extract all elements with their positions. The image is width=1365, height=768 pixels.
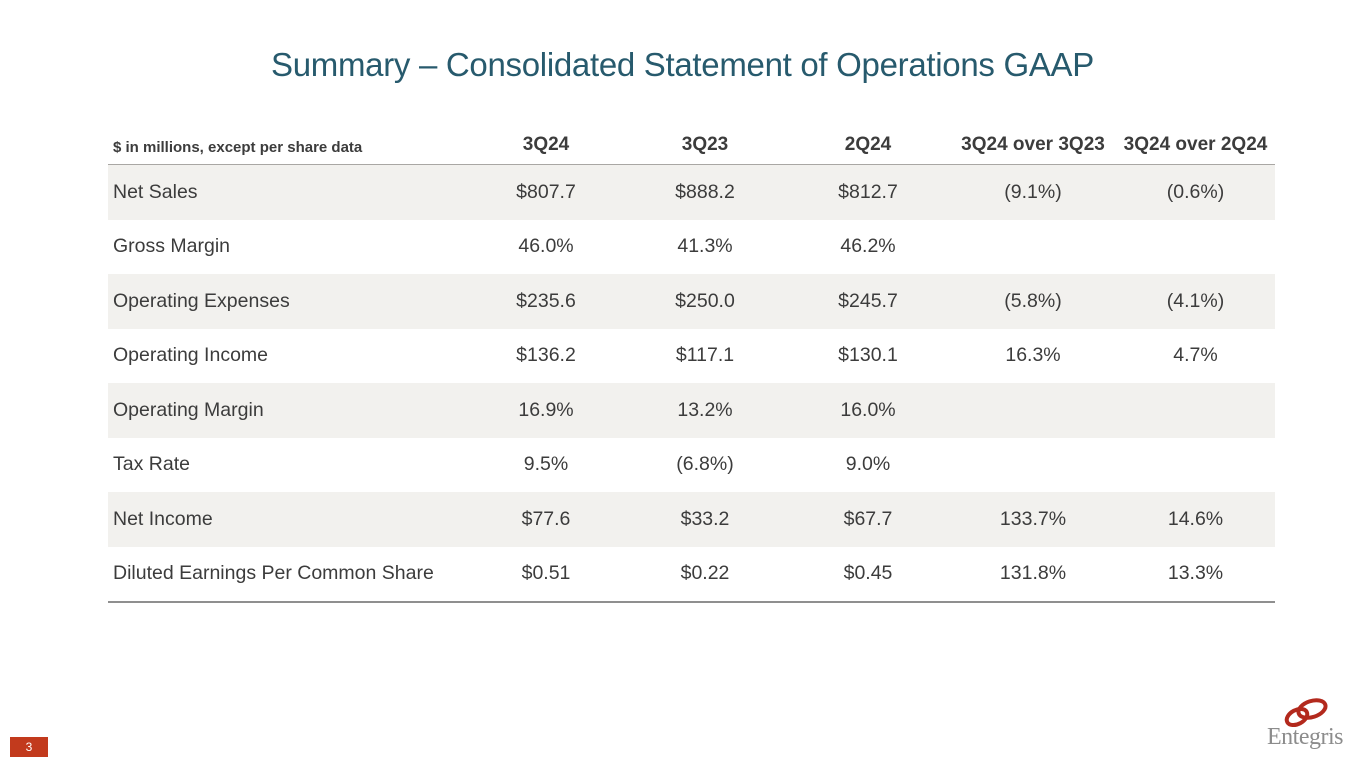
table-cell: (6.8%): [676, 453, 734, 476]
table-cell: [1116, 383, 1275, 438]
page-title: Summary – Consolidated Statement of Oper…: [271, 46, 1094, 83]
row-label: Operating Income: [113, 344, 269, 367]
financials-table: $ in millions, except per share data 3Q2…: [108, 134, 1275, 603]
row-label: Diluted Earnings Per Common Share: [108, 546, 468, 603]
table-header-row: $ in millions, except per share data 3Q2…: [108, 134, 1275, 165]
table-cell: [950, 220, 1116, 275]
table-cell: (9.1%): [950, 164, 1116, 220]
table-cell: [1116, 220, 1275, 275]
table-header-2q24: 2Q24: [786, 134, 950, 165]
table-row: Operating Income $136.2 $117.1 $130.1 16…: [108, 329, 1275, 384]
table-cell: $136.2: [516, 344, 576, 367]
table-cell: 4.7%: [1173, 344, 1218, 367]
row-label: Operating Margin: [108, 383, 468, 438]
table-cell: $235.6: [468, 274, 624, 329]
table-row: Operating Expenses $235.6 $250.0 $245.7 …: [108, 274, 1275, 329]
table-row: Tax Rate 9.5% (6.8%) 9.0%: [108, 438, 1275, 493]
row-label: Gross Margin: [113, 235, 231, 258]
table-row: Net Income $77.6 $33.2 $67.7 133.7% 14.6…: [108, 492, 1275, 547]
table-cell: $130.1: [838, 344, 898, 367]
table-cell: $117.1: [675, 344, 735, 367]
table-cell: $250.0: [624, 274, 786, 329]
table-row: Net Sales $807.7 $888.2 $812.7 (9.1%) (0…: [108, 164, 1275, 220]
table-cell: (5.8%): [950, 274, 1116, 329]
table-cell: 41.3%: [677, 235, 733, 258]
table-row: Operating Margin 16.9% 13.2% 16.0%: [108, 383, 1275, 438]
table-cell: (4.1%): [1116, 274, 1275, 329]
table-cell: $245.7: [786, 274, 950, 329]
entegris-logo: Entegris: [1260, 697, 1350, 751]
table-header-units-note: $ in millions, except per share data: [108, 134, 468, 165]
table-cell: 16.9%: [468, 383, 624, 438]
table-cell: 133.7%: [950, 492, 1116, 547]
table-cell: $0.22: [624, 546, 786, 603]
table-cell: [1116, 438, 1275, 493]
row-label: Net Income: [108, 492, 468, 547]
table-cell: 131.8%: [950, 546, 1116, 603]
table-cell: (0.6%): [1116, 164, 1275, 220]
table-row: Diluted Earnings Per Common Share $0.51 …: [108, 546, 1275, 603]
table-cell: 14.6%: [1116, 492, 1275, 547]
table-cell: [950, 383, 1116, 438]
table-cell: 16.0%: [786, 383, 950, 438]
row-label: Net Sales: [108, 164, 468, 220]
page-number-badge: 3: [10, 737, 48, 757]
table-cell: 9.0%: [845, 453, 891, 476]
table-header-3q24-over-2q24: 3Q24 over 2Q24: [1116, 134, 1275, 165]
table-row: Gross Margin 46.0% 41.3% 46.2%: [108, 220, 1275, 275]
table-cell: $33.2: [624, 492, 786, 547]
table-cell: $888.2: [624, 164, 786, 220]
table-cell: 13.3%: [1116, 546, 1275, 603]
table-cell: 16.3%: [1005, 344, 1061, 367]
table-cell: 46.0%: [518, 235, 574, 258]
table-cell: $67.7: [786, 492, 950, 547]
entegris-rings-icon: [1284, 698, 1328, 728]
table-cell: 13.2%: [624, 383, 786, 438]
table-cell: $77.6: [468, 492, 624, 547]
table-cell: [950, 438, 1116, 493]
table-cell: $807.7: [468, 164, 624, 220]
table-cell: $0.45: [786, 546, 950, 603]
table-cell: 46.2%: [840, 235, 896, 258]
row-label: Tax Rate: [113, 453, 190, 476]
logo-wordmark: Entegris: [1267, 724, 1343, 750]
table-header-3q23: 3Q23: [624, 134, 786, 165]
table-header-3q24: 3Q24: [468, 134, 624, 165]
row-label: Operating Expenses: [108, 274, 468, 329]
table-cell: $812.7: [786, 164, 950, 220]
table-cell: $0.51: [468, 546, 624, 603]
table-cell: 9.5%: [523, 453, 569, 476]
table-header-3q24-over-3q23: 3Q24 over 3Q23: [950, 134, 1116, 165]
